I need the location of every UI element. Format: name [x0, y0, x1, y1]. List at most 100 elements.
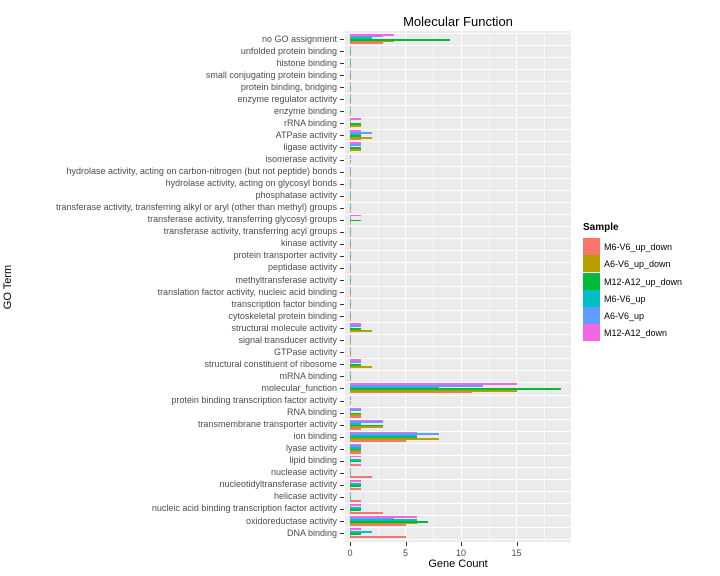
bar-M6-V6_up: [350, 37, 373, 39]
grid-line-horizontal: [345, 249, 571, 251]
x-tick-label: 5: [402, 548, 408, 558]
bar-M6-V6_up_down: [350, 78, 352, 81]
grid-line-horizontal: [345, 430, 571, 432]
bar-A6-V6_up: [350, 120, 352, 122]
legend: Sample M6-V6_up_down A6-V6_up_down M12-A12…: [583, 222, 682, 342]
bar-M6-V6_up_down: [350, 138, 362, 141]
bar-M12-A12_up_down: [350, 267, 352, 270]
bar-A6-V6_up_down: [350, 137, 373, 139]
bar-M6-V6_up: [350, 242, 352, 244]
bar-A6-V6_up_down: [350, 269, 352, 272]
bar-A6-V6_up_down: [350, 402, 352, 404]
bar-M12-A12_down: [350, 516, 417, 518]
bar-M12-A12_down: [350, 395, 352, 398]
bar-M12-A12_down: [350, 82, 352, 84]
bar-A6-V6_up_down: [350, 257, 352, 260]
bar-M6-V6_up: [350, 218, 352, 220]
bar-A6-V6_up: [350, 132, 373, 134]
bar-M12-A12_down: [350, 335, 352, 337]
legend-swatch: [583, 307, 600, 325]
y-tick-mark: [340, 87, 344, 89]
bar-A6-V6_up_down: [350, 64, 352, 67]
x-tick-mark: [405, 542, 407, 546]
bar-M12-A12_up_down: [350, 219, 362, 222]
y-tick-label: unfolded protein binding: [240, 45, 337, 56]
bar-A6-V6_up_down: [350, 112, 352, 115]
bar-M6-V6_up: [350, 169, 352, 172]
bar-M6-V6_up_down: [350, 114, 352, 117]
y-tick-mark: [340, 147, 344, 149]
bar-A6-V6_up: [350, 373, 352, 375]
y-tick-mark: [340, 340, 344, 342]
bar-A6-V6_up_down: [350, 317, 352, 320]
bar-M6-V6_up: [350, 338, 352, 341]
bar-A6-V6_up: [350, 95, 352, 98]
bar-M12-A12_down: [350, 202, 352, 205]
bar-A6-V6_up: [350, 445, 362, 448]
bar-M6-V6_up: [350, 459, 362, 461]
bar-A6-V6_up_down: [350, 366, 373, 368]
grid-line-horizontal: [345, 310, 571, 312]
y-tick-mark: [340, 352, 344, 354]
y-tick-label: protein binding, bridging: [240, 81, 337, 92]
grid-line-horizontal: [345, 69, 571, 71]
y-tick-label: translation factor activity, nucleic aci…: [157, 286, 337, 297]
y-tick-mark: [340, 304, 344, 306]
bar-M6-V6_up: [350, 254, 352, 256]
bar-M6-V6_up: [350, 290, 352, 293]
y-tick-mark: [340, 75, 344, 77]
bar-A6-V6_up: [350, 216, 352, 219]
bar-A6-V6_up_down: [350, 88, 352, 91]
bar-M6-V6_up: [350, 278, 352, 280]
bar-M6-V6_up_down: [350, 464, 362, 466]
x-tick-mark: [461, 542, 462, 546]
bar-A6-V6_up_down: [350, 185, 352, 187]
grid-line-horizontal: [345, 298, 571, 300]
legend-entries: M6-V6_up_down A6-V6_up_down M12-A12_up_dow…: [583, 238, 682, 342]
bar-M12-A12_down: [350, 166, 352, 169]
bar-M6-V6_up_down: [350, 415, 362, 418]
bar-M6-V6_up: [350, 495, 352, 497]
bar-A6-V6_up: [350, 505, 352, 508]
bar-M6-V6_up_down: [350, 524, 406, 526]
bar-M6-V6_up_down: [350, 427, 362, 430]
bar-A6-V6_up_down: [350, 76, 352, 79]
grid-line-horizontal: [345, 527, 571, 529]
y-tick-mark: [340, 508, 344, 510]
bar-M12-A12_down: [350, 70, 352, 72]
y-tick-label: cytoskeletal protein binding: [228, 310, 337, 321]
grid-line-horizontal: [345, 382, 571, 384]
bar-M12-A12_up_down: [350, 75, 352, 77]
legend-swatch: [583, 238, 600, 255]
bar-M12-A12_down: [350, 34, 395, 36]
y-tick-label: nucleic acid binding transcription facto…: [151, 503, 337, 514]
y-tick-label: transferase activity, transferring alkyl…: [56, 202, 337, 213]
grid-line-minor: [544, 31, 546, 542]
bar-M12-A12_down: [350, 142, 362, 145]
bar-M6-V6_up: [350, 531, 373, 534]
bar-M6-V6_up: [350, 157, 352, 160]
bar-A6-V6_up: [350, 457, 352, 460]
legend-swatch: [583, 289, 600, 307]
y-tick-label: structural molecule activity: [231, 322, 337, 333]
bar-A6-V6_up: [350, 228, 352, 231]
legend-label: M6-V6_up: [604, 293, 646, 304]
bar-M12-A12_up_down: [350, 328, 362, 330]
y-tick-label: molecular_function: [261, 382, 337, 393]
legend-label: M6-V6_up_down: [604, 242, 673, 252]
bar-A6-V6_up: [350, 144, 362, 146]
y-tick-label: nucleotidyltransferase activity: [219, 479, 337, 490]
bar-M12-A12_down: [350, 262, 352, 265]
bar-A6-V6_up: [350, 385, 484, 387]
y-tick-label: oxidoreductase activity: [245, 515, 337, 526]
y-tick-label: protein binding transcription factor act…: [171, 395, 337, 405]
bar-M6-V6_up: [350, 73, 352, 76]
bar-M6-V6_up: [350, 314, 352, 317]
bar-M6-V6_up_down: [350, 223, 352, 225]
y-tick-label: lyase activity: [285, 443, 337, 454]
bar-A6-V6_up: [350, 168, 352, 170]
y-tick-mark: [340, 111, 344, 113]
y-tick-mark: [340, 135, 344, 137]
bar-M6-V6_up: [350, 362, 352, 365]
y-tick-mark: [340, 400, 344, 402]
